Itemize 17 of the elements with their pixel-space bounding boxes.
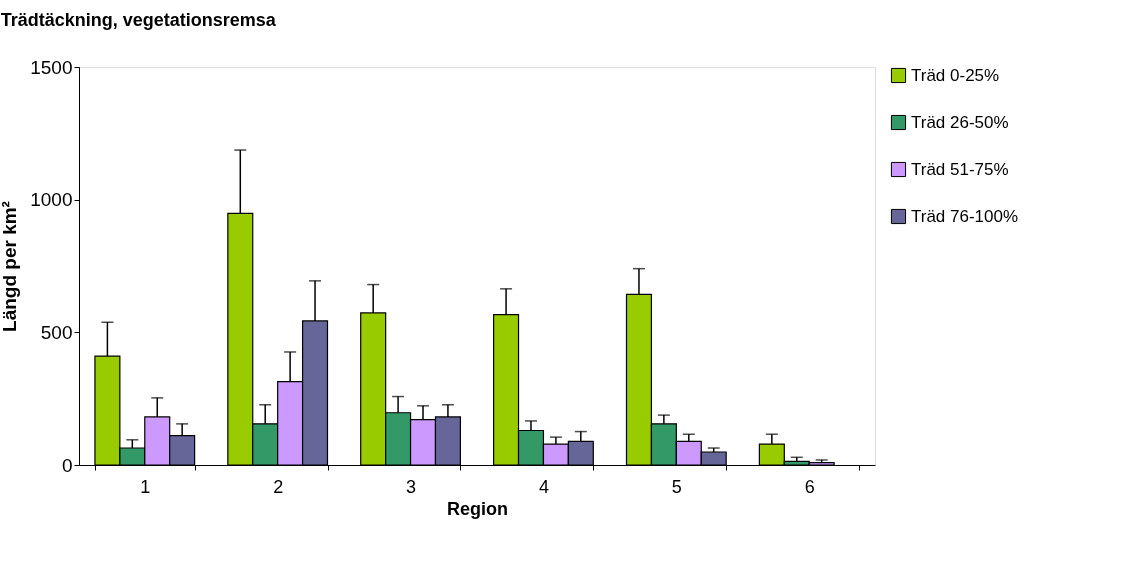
y-axis-title: Längd per km² bbox=[0, 201, 21, 332]
chart-title: Trädtäckning, vegetationsremsa bbox=[0, 10, 277, 30]
x-tick-label: 3 bbox=[406, 476, 417, 497]
x-tick-label: 5 bbox=[671, 476, 682, 497]
x-axis-title: Region bbox=[447, 498, 508, 519]
x-tick-label: 6 bbox=[804, 476, 815, 497]
x-tick-label: 4 bbox=[538, 476, 549, 497]
y-tick-label: 0 bbox=[61, 454, 73, 476]
x-tick-label: 2 bbox=[273, 476, 284, 497]
legend-label: Träd 0-25% bbox=[911, 65, 1000, 85]
y-tick-label: 500 bbox=[40, 321, 73, 343]
x-tick-label: 1 bbox=[140, 476, 151, 497]
y-tick-label: 1500 bbox=[30, 56, 73, 78]
y-tick-label: 1000 bbox=[30, 189, 73, 211]
legend-label: Träd 51-75% bbox=[911, 159, 1009, 179]
legend-label: Träd 26-50% bbox=[911, 112, 1009, 132]
legend-label: Träd 76-100% bbox=[911, 206, 1019, 226]
